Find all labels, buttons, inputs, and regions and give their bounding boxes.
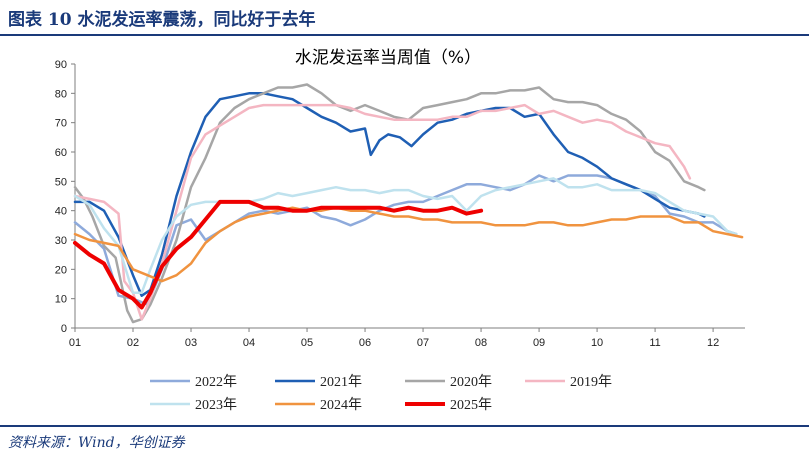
x-tick-label: 05 <box>301 337 313 349</box>
x-tick-label: 03 <box>185 337 197 349</box>
legend-label: 2023年 <box>195 397 237 413</box>
x-tick-label: 08 <box>475 337 487 349</box>
y-tick-label: 90 <box>55 59 67 71</box>
series-line-2023年 <box>73 177 738 295</box>
axes: 0 10 20 30 40 50 60 70 80 90 01 02 03 04 05 06 07 08 09 10 1… <box>55 59 745 349</box>
y-tick-label: 80 <box>55 88 67 100</box>
top-rule <box>0 34 809 36</box>
legend-label: 2019年 <box>570 374 612 390</box>
x-tick-label: 12 <box>707 337 719 349</box>
y-tick-label: 40 <box>55 206 67 218</box>
y-tick-label: 60 <box>55 147 67 159</box>
legend-label: 2024年 <box>320 397 362 413</box>
series-line-2025年 <box>73 199 484 310</box>
series-line-2021年 <box>73 92 706 297</box>
y-tick-label: 70 <box>55 118 67 130</box>
series-line-2020年 <box>73 83 706 324</box>
legend-label: 2020年 <box>450 374 492 390</box>
legend-label: 2025年 <box>450 397 492 413</box>
legend-label: 2022年 <box>195 374 237 390</box>
x-tick-label: 11 <box>649 337 660 349</box>
series-line-2022年 <box>73 174 738 306</box>
y-tick-label: 30 <box>55 235 67 247</box>
x-tick-label: 07 <box>417 337 429 349</box>
legend: 2022年 2021年 2020年 2019年 2023年 2024年 2025年 <box>150 374 612 413</box>
x-tick-label: 02 <box>127 337 139 349</box>
y-tick-label: 20 <box>55 264 67 276</box>
legend-label: 2021年 <box>320 374 362 390</box>
x-tick-label: 09 <box>533 337 545 349</box>
series-line-2024年 <box>73 206 744 283</box>
series-lines <box>73 83 744 324</box>
x-tick-label: 04 <box>243 337 255 349</box>
bottom-rule <box>0 425 809 427</box>
y-tick-label: 50 <box>55 176 67 188</box>
chart-title: 水泥发运率当周值（%） <box>295 48 481 68</box>
source-note: 资料来源：Wind，华创证券 <box>8 435 185 451</box>
x-tick-label: 01 <box>69 337 81 349</box>
x-tick-label: 10 <box>591 337 603 349</box>
y-tick-label: 10 <box>55 294 67 306</box>
y-tick-label: 0 <box>61 323 67 335</box>
figure-title: 图表 10 水泥发运率震荡，同比好于去年 <box>8 10 316 30</box>
x-tick-label: 06 <box>359 337 371 349</box>
